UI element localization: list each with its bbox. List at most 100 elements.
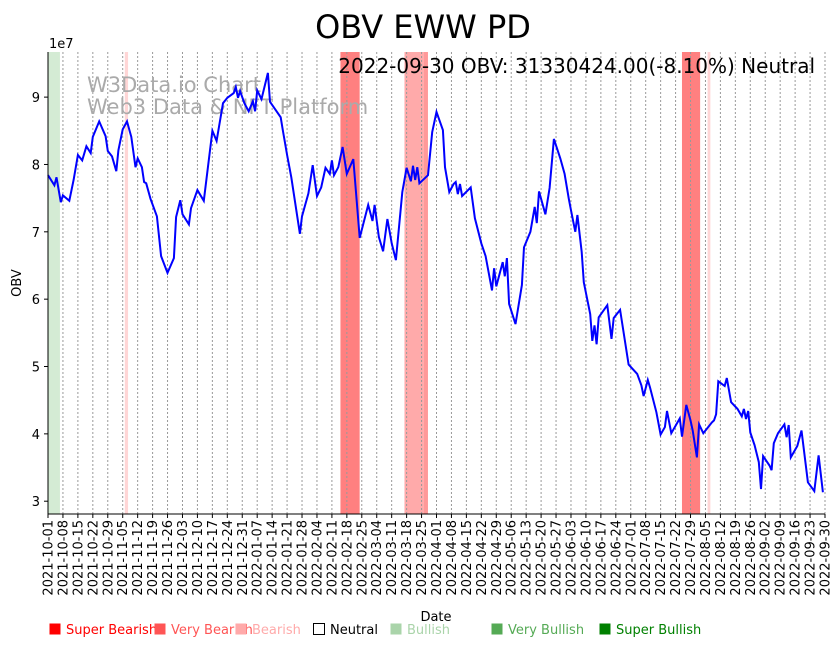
legend-swatch (491, 623, 503, 635)
x-axis-ticks: 2021-10-01 2021-10-08 2021-10-15 2021-10-22… (42, 514, 834, 596)
y-tick-label: 9 (32, 91, 40, 106)
x-tick-label: 2021-12-24 (221, 520, 236, 596)
x-tick-label: 2022-04-29 (490, 520, 505, 596)
x-tick-label: 2022-09-16 (789, 520, 804, 596)
x-tick-label: 2022-04-01 (430, 520, 445, 596)
y-tick-label: 5 (32, 361, 40, 376)
x-tick-label: 2022-04-08 (445, 520, 460, 596)
y-tick-label: 8 (32, 158, 40, 173)
x-tick-label: 2021-12-03 (176, 520, 191, 596)
legend-swatch (154, 623, 166, 635)
y-tick-label: 7 (32, 226, 40, 241)
x-tick-label: 2021-10-15 (71, 520, 86, 596)
x-tick-label: 2022-06-10 (579, 520, 594, 596)
watermark-line-1: W3Data.io Chart (87, 73, 261, 97)
band-super-bearish (340, 52, 360, 514)
x-tick-label: 2022-08-05 (699, 520, 714, 596)
watermark: W3Data.io Chart Web3 Data & NFT Platform (87, 73, 368, 119)
x-tick-label: 2022-09-09 (774, 520, 789, 596)
x-tick-label: 2022-08-26 (744, 520, 759, 596)
y-multiplier-label: 1e7 (49, 37, 74, 52)
x-tick-label: 2022-01-21 (281, 520, 296, 596)
x-tick-label: 2022-06-24 (609, 520, 624, 596)
x-tick-label: 2022-02-18 (340, 520, 355, 596)
x-tick-label: 2022-01-14 (266, 520, 281, 596)
x-tick-label: 2022-01-07 (251, 520, 266, 596)
legend-swatch (235, 623, 247, 635)
legend-swatch (49, 623, 61, 635)
x-tick-label: 2022-05-06 (505, 520, 520, 596)
x-tick-label: 2022-02-25 (355, 520, 370, 596)
y-tick-label: 6 (32, 293, 40, 308)
band-bearish (124, 52, 129, 514)
x-tick-label: 2022-05-27 (550, 520, 565, 596)
y-axis-ticks: 3 4 5 6 7 8 9 (32, 91, 48, 510)
legend-label: Super Bearish (66, 623, 157, 638)
obv-series-line (47, 72, 824, 494)
x-tick-label: 2021-11-19 (146, 520, 161, 596)
legend-label: Very Bullish (508, 623, 584, 638)
band-super-bearish (681, 52, 701, 514)
x-tick-label: 2022-03-11 (385, 520, 400, 596)
sentiment-bands (48, 52, 711, 514)
x-tick-label: 2022-07-01 (624, 520, 639, 596)
x-tick-label: 2022-06-17 (594, 520, 609, 596)
x-tick-label: 2022-07-15 (654, 520, 669, 596)
legend-swatch (313, 623, 325, 635)
x-tick-label: 2022-05-13 (520, 520, 535, 596)
x-tick-label: 2022-07-29 (684, 520, 699, 596)
x-tick-label: 2021-10-22 (86, 520, 101, 596)
x-tick-label: 2022-05-20 (535, 520, 550, 596)
x-tick-label: 2022-03-25 (415, 520, 430, 596)
x-tick-label: 2022-01-28 (296, 520, 311, 596)
x-tick-label: 2022-02-11 (325, 520, 340, 596)
x-tick-label: 2022-02-04 (310, 520, 325, 596)
x-tick-label: 2021-11-12 (131, 520, 146, 596)
x-tick-label: 2022-08-12 (714, 520, 729, 596)
x-tick-label: 2022-07-08 (639, 520, 654, 596)
legend-item-very-bearish: Very Bearish (154, 623, 253, 638)
x-tick-label: 2021-12-10 (191, 520, 206, 596)
x-tick-label: 2021-11-26 (161, 520, 176, 596)
legend-label: Neutral (330, 623, 378, 638)
x-tick-label: 2022-08-19 (729, 520, 744, 596)
legend-label: Bearish (252, 623, 301, 638)
x-tick-label: 2021-12-31 (236, 520, 251, 596)
legend-swatch (390, 623, 402, 635)
legend-item-super-bearish: Super Bearish (49, 623, 157, 638)
y-tick-label: 4 (32, 428, 40, 443)
band-bearish (707, 52, 711, 514)
legend-item-very-bullish: Very Bullish (491, 623, 584, 638)
vertical-gridlines (62, 52, 826, 514)
legend-item-super-bullish: Super Bullish (599, 623, 701, 638)
chart-title: OBV EWW PD (315, 8, 531, 46)
x-tick-label: 2022-04-15 (460, 520, 475, 596)
legend-item-bearish: Bearish (235, 623, 301, 638)
x-tick-label: 2021-12-17 (206, 520, 221, 596)
band-bullish (48, 52, 60, 514)
x-tick-label: 2022-03-04 (370, 520, 385, 596)
x-tick-label: 2022-09-30 (819, 520, 834, 596)
x-tick-label: 2022-09-02 (759, 520, 774, 596)
x-tick-label: 2021-10-29 (101, 520, 116, 596)
x-tick-label: 2022-04-22 (475, 520, 490, 596)
band-bearish (404, 52, 424, 514)
x-tick-label: 2021-11-05 (116, 520, 131, 596)
x-axis-label: Date (420, 610, 451, 625)
legend-label: Very Bearish (171, 623, 253, 638)
x-tick-label: 2022-09-23 (804, 520, 819, 596)
legend: Super Bearish Very Bearish Bearish Neutral B… (49, 623, 701, 638)
x-tick-label: 2022-06-03 (564, 520, 579, 596)
legend-item-neutral: Neutral (313, 623, 378, 638)
band-very-bearish (423, 52, 428, 514)
legend-label: Bullish (407, 623, 450, 638)
legend-label: Super Bullish (616, 623, 701, 638)
obv-annotation: 2022-09-30 OBV: 31330424.00(-8.10%) Neut… (338, 54, 815, 78)
y-axis-label: OBV (10, 269, 25, 297)
x-tick-label: 2021-10-08 (56, 520, 71, 596)
x-tick-label: 2022-07-22 (669, 520, 684, 596)
y-tick-label: 3 (32, 495, 40, 510)
legend-swatch (599, 623, 611, 635)
legend-item-bullish: Bullish (390, 623, 450, 638)
